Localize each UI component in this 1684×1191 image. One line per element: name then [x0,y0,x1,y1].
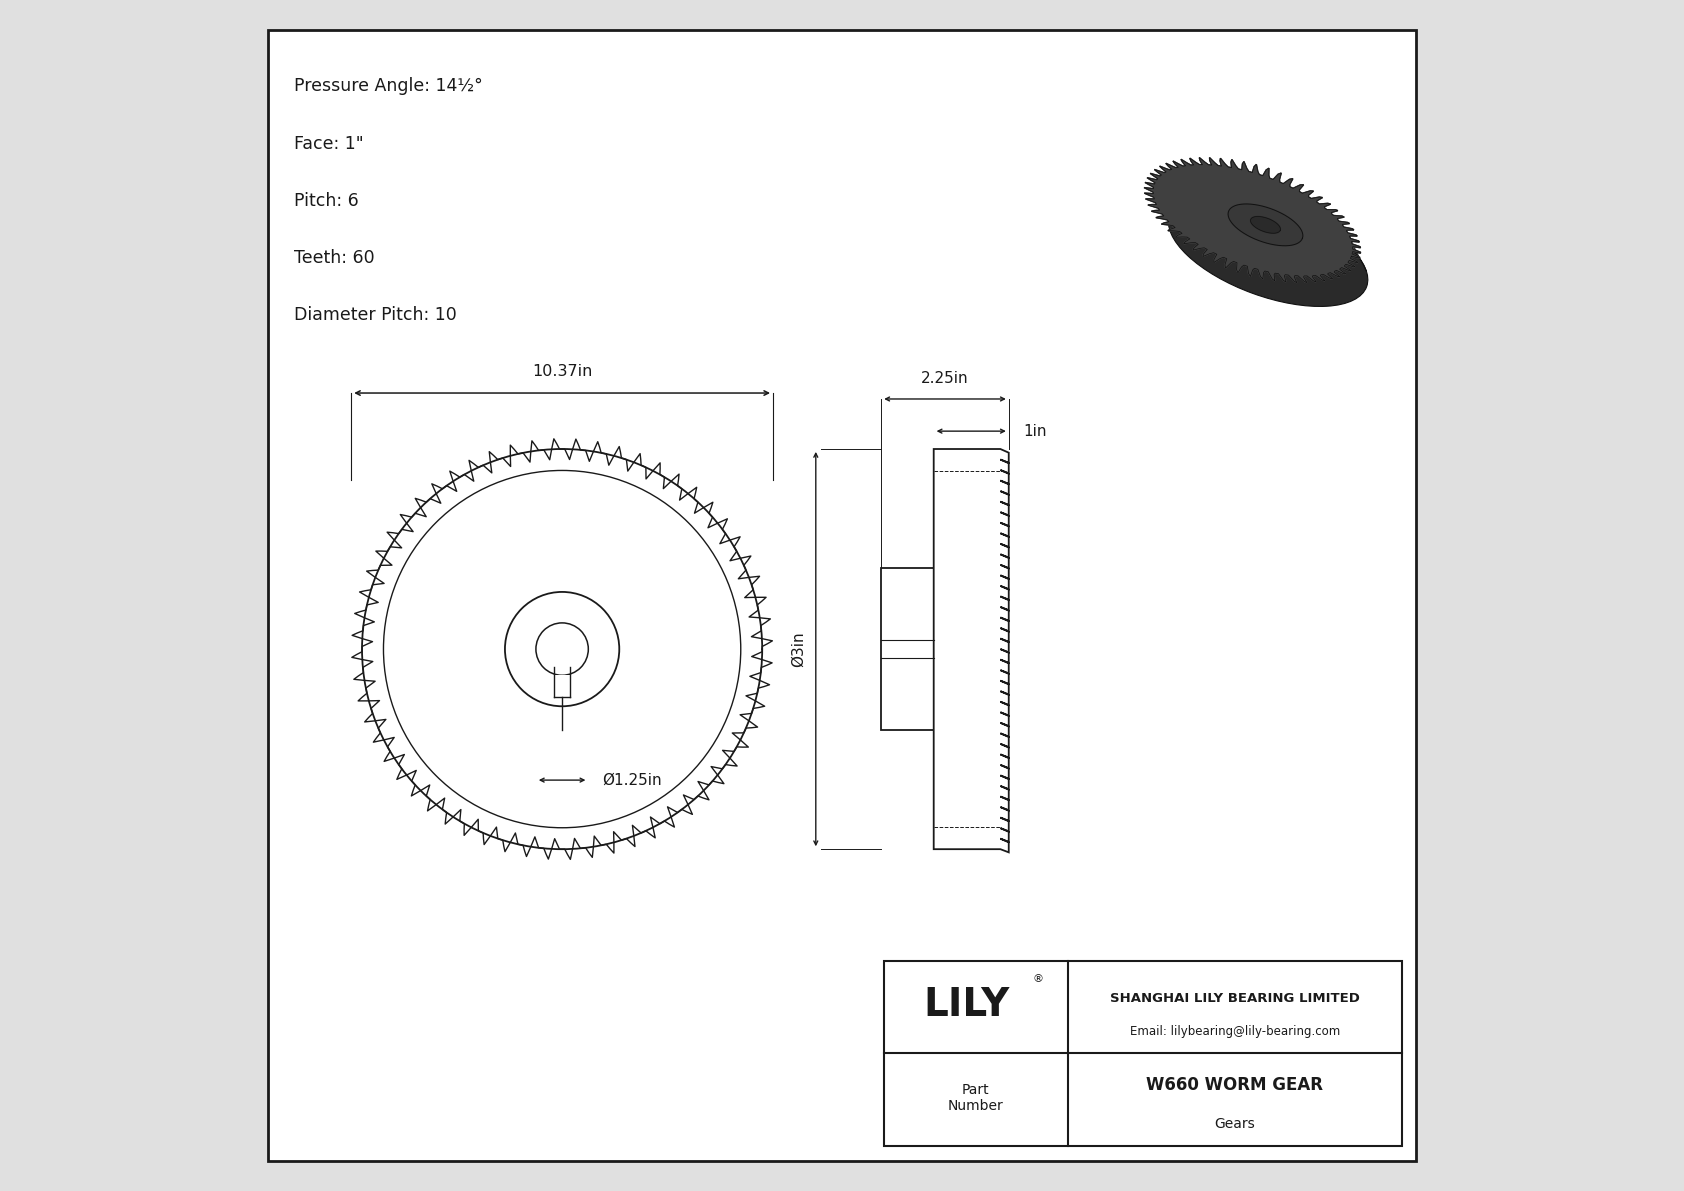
Text: Part
Number: Part Number [948,1083,1004,1112]
Bar [554,675,571,697]
Ellipse shape [1169,195,1367,306]
Bar [881,568,933,730]
Text: 2.25in: 2.25in [921,370,968,386]
Polygon shape [1228,204,1303,245]
Text: SHANGHAI LILY BEARING LIMITED: SHANGHAI LILY BEARING LIMITED [1110,992,1359,1004]
Text: Diameter Pitch: 10: Diameter Pitch: 10 [295,306,456,324]
Text: Pitch: 6: Pitch: 6 [295,192,359,210]
Text: Email: lilybearing@lily-bearing.com: Email: lilybearing@lily-bearing.com [1130,1024,1340,1037]
Polygon shape [1143,157,1361,282]
Text: Ø3in: Ø3in [791,631,807,667]
Polygon shape [1143,157,1361,282]
Text: LILY: LILY [923,986,1009,1024]
Text: Teeth: 60: Teeth: 60 [295,249,376,267]
Text: Gears: Gears [1214,1117,1255,1130]
Text: 10.37in: 10.37in [532,363,593,379]
Polygon shape [933,449,1009,853]
Text: Pressure Angle: 14½°: Pressure Angle: 14½° [295,77,483,95]
Text: Face: 1": Face: 1" [295,135,364,152]
Polygon shape [1164,164,1367,272]
Text: Ø1.25in: Ø1.25in [603,773,662,787]
Text: ®: ® [1032,974,1042,984]
Polygon shape [1251,217,1280,233]
Polygon shape [352,438,773,860]
Text: 1in: 1in [1024,424,1046,438]
Circle shape [536,623,588,675]
Bar [884,961,1401,1146]
Text: W660 WORM GEAR: W660 WORM GEAR [1147,1075,1324,1093]
Circle shape [505,592,620,706]
